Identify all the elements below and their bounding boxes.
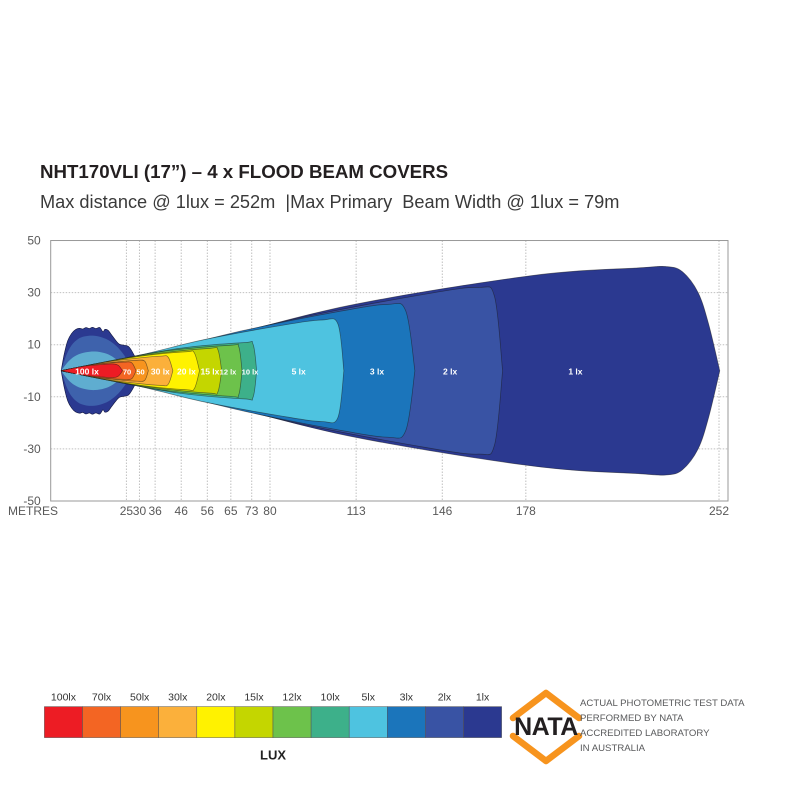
svg-text:30: 30 — [133, 504, 147, 518]
svg-text:PERFORMED BY NATA: PERFORMED BY NATA — [580, 713, 684, 724]
svg-text:15lx: 15lx — [244, 692, 264, 704]
svg-text:30 lx: 30 lx — [151, 366, 170, 376]
svg-text:70: 70 — [123, 367, 131, 376]
svg-text:30lx: 30lx — [168, 692, 188, 704]
svg-text:50lx: 50lx — [130, 692, 150, 704]
svg-text:2lx: 2lx — [438, 692, 452, 704]
svg-text:IN AUSTRALIA: IN AUSTRALIA — [580, 743, 646, 754]
svg-text:ACTUAL PHOTOMETRIC TEST DATA: ACTUAL PHOTOMETRIC TEST DATA — [580, 698, 745, 709]
svg-text:65: 65 — [224, 504, 238, 518]
svg-text:2 lx: 2 lx — [443, 366, 457, 376]
svg-text:15 lx: 15 lx — [200, 366, 219, 376]
svg-text:10lx: 10lx — [321, 692, 341, 704]
svg-text:178: 178 — [516, 504, 536, 518]
svg-text:73: 73 — [245, 504, 259, 518]
svg-text:LUX: LUX — [260, 748, 286, 763]
svg-text:113: 113 — [347, 504, 366, 518]
svg-text:12lx: 12lx — [282, 692, 302, 704]
svg-text:1lx: 1lx — [476, 692, 490, 704]
svg-text:-10: -10 — [23, 390, 41, 404]
svg-text:100lx: 100lx — [51, 692, 77, 704]
svg-text:10: 10 — [27, 338, 41, 352]
svg-text:-30: -30 — [23, 442, 41, 456]
svg-text:36: 36 — [148, 504, 162, 518]
svg-text:1 lx: 1 lx — [568, 366, 582, 376]
svg-text:5 lx: 5 lx — [292, 366, 306, 376]
svg-text:5lx: 5lx — [362, 692, 376, 704]
svg-text:80: 80 — [263, 504, 277, 518]
svg-text:3 lx: 3 lx — [370, 366, 384, 376]
svg-text:3lx: 3lx — [400, 692, 414, 704]
svg-text:NATA: NATA — [514, 713, 578, 741]
svg-text:10 lx: 10 lx — [242, 367, 260, 376]
svg-text:50: 50 — [27, 234, 41, 248]
svg-text:70lx: 70lx — [92, 692, 112, 704]
svg-text:50: 50 — [136, 367, 144, 376]
svg-text:100 lx: 100 lx — [75, 366, 99, 376]
svg-text:146: 146 — [432, 504, 452, 518]
svg-text:20 lx: 20 lx — [177, 366, 196, 376]
svg-text:252: 252 — [709, 504, 729, 518]
svg-text:12 lx: 12 lx — [220, 367, 238, 376]
svg-text:25: 25 — [120, 504, 134, 518]
svg-text:METRES: METRES — [8, 504, 58, 518]
svg-text:20lx: 20lx — [206, 692, 226, 704]
svg-text:46: 46 — [175, 504, 189, 518]
svg-text:30: 30 — [27, 286, 41, 300]
svg-text:56: 56 — [201, 504, 215, 518]
svg-text:ACCREDITED LABORATORY: ACCREDITED LABORATORY — [580, 728, 710, 739]
